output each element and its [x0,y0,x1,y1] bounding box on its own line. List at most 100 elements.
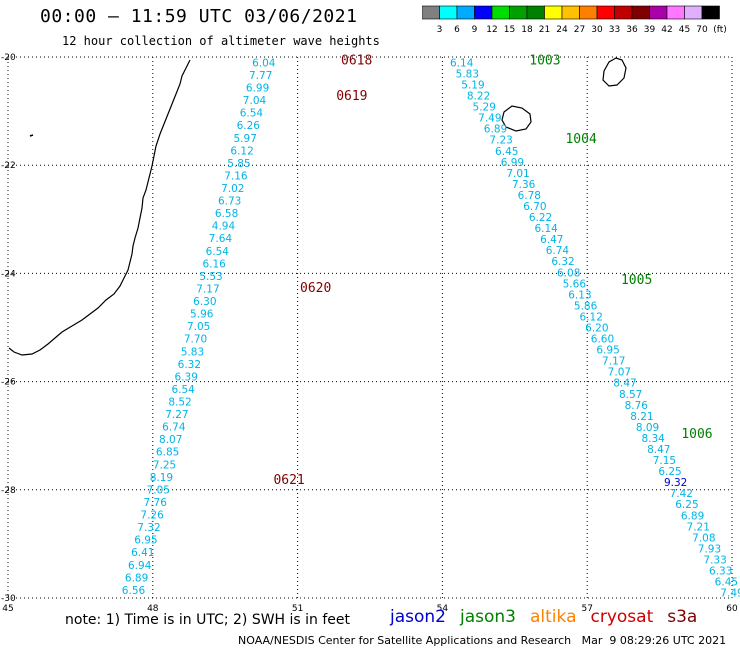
swh-value: 6.13 [568,289,591,301]
swh-value: 8.76 [625,400,649,412]
swh-value: 8.34 [641,433,665,445]
swh-value: 4.94 [212,221,236,233]
colorbar-tick-label: 12 [486,25,497,35]
lat-tick-label: -24 [1,269,16,279]
swh-value: 6.60 [591,334,614,346]
swh-value: 6.25 [658,466,681,478]
swh-value: 7.93 [698,543,721,555]
swh-value: 6.78 [518,190,541,202]
swh-value: 6.89 [681,510,704,522]
swh-value: 6.74 [162,422,186,434]
swh-value: 5.53 [199,271,222,283]
swh-value: 7.17 [602,356,625,368]
swh-value: 7.64 [209,233,233,245]
swh-value: 6.26 [237,120,261,132]
colorbar-swatch [701,5,720,20]
time-label: 1003 [529,54,560,69]
satellite-legend: jason2 jason3 altika cryosat s3a [390,607,697,627]
colorbar-tick-label: 3 [437,25,443,35]
swh-value: 7.01 [506,168,529,180]
coastlines [8,57,627,356]
map-frame [7,56,733,599]
swh-value: 5.83 [181,346,204,358]
lat-tick-label: -26 [1,378,16,388]
time-labels: 0618 0619 0620 0621 1003 1004 1005 1006 [273,54,712,488]
swh-value: 8.07 [159,434,182,446]
colorbar-tick-label: 30 [591,25,603,35]
page-subtitle: 12 hour collection of altimeter wave hei… [62,34,380,48]
swh-value: 8.19 [150,472,173,484]
swh-value: 7.08 [692,532,715,544]
satellite-jason3: jason3 [460,607,516,627]
swh-value: 7.49 [478,113,501,125]
swh-value: 8.47 [613,378,636,390]
swh-value: 8.52 [168,397,191,409]
swh-value: 9.32 [664,477,687,489]
swh-value: 7.49 [720,588,740,600]
lat-tick-label: -30 [1,594,16,604]
swh-value: 7.70 [184,334,207,346]
colorbar-tick-label: 39 [644,25,656,35]
swh-value: 5.66 [563,278,587,290]
time-label: 1004 [565,132,596,147]
colorbar-tick-label: 27 [574,25,585,35]
swh-value: 5.96 [190,309,214,321]
lat-tick-label: -22 [1,161,16,171]
swh-value: 6.73 [218,196,241,208]
swh-value: 7.26 [140,510,164,522]
colorbar-tick-label: 45 [679,25,690,35]
swh-value: 5.97 [234,133,257,145]
satellite-s3a: s3a [667,607,698,627]
swh-value: 6.94 [128,560,152,572]
swh-value: 7.05 [147,484,170,496]
credit-line: NOAA/NESDIS Center for Satellite Applica… [238,634,727,647]
colorbar-tick-label: 70 [696,25,708,35]
swh-value: 6.12 [230,145,253,157]
colorbar-tick-label: 9 [472,25,478,35]
swh-value: 6.95 [134,535,157,547]
swh-value: 6.54 [240,108,264,120]
swh-value: 6.74 [546,245,570,257]
map-grid [7,56,733,599]
swh-value: 8.22 [467,91,490,103]
small-island [29,134,34,137]
colorbar-tick-label: 36 [626,25,638,35]
swh-value: 6.33 [709,565,732,577]
swh-value: 7.04 [243,95,267,107]
footer-note: note: 1) Time is in UTC; 2) SWH is in fe… [65,612,351,628]
swh-value: 6.89 [484,124,507,136]
swh-value: 6.45 [715,577,738,589]
page-title: 00:00 – 11:59 UTC 03/06/2021 [40,6,358,27]
swh-value: 6.99 [501,157,524,169]
swh-value: 7.16 [224,170,248,182]
swh-value: 6.95 [596,345,619,357]
swh-value: 7.05 [187,321,210,333]
time-label: 0620 [300,281,331,296]
swh-value: 6.14 [450,57,474,69]
swh-value: 6.04 [252,57,276,69]
swh-value: 7.02 [221,183,244,195]
colorbar-tick-label: 33 [609,25,620,35]
swh-value: 6.56 [122,585,146,597]
swh-value: 8.47 [647,444,670,456]
mauritius-island [602,57,627,87]
lon-tick-label: 57 [581,604,592,614]
swh-value: 6.54 [206,246,230,258]
colorbar-tick-label: 21 [539,25,550,35]
color-legend: 3 6 9 12 15 18 21 24 27 30 33 36 39 42 45 70 (ft) [422,5,727,35]
swh-value: 6.70 [523,201,546,213]
time-label: 0619 [336,89,367,104]
colorbar-tick-label: 24 [556,25,568,35]
swh-value: 5.83 [456,68,479,80]
swh-value: 8.09 [636,422,659,434]
swh-value: 6.47 [540,234,563,246]
swh-value: 7.77 [249,70,272,82]
swh-value: 5.85 [227,158,250,170]
swh-value: 6.32 [178,359,201,371]
swh-value: 6.85 [156,447,179,459]
swh-value: 5.86 [574,300,598,312]
swh-value: 7.33 [703,554,726,566]
swh-value: 6.32 [551,256,574,268]
swh-value: 6.54 [171,384,195,396]
time-label: 0618 [341,54,372,69]
